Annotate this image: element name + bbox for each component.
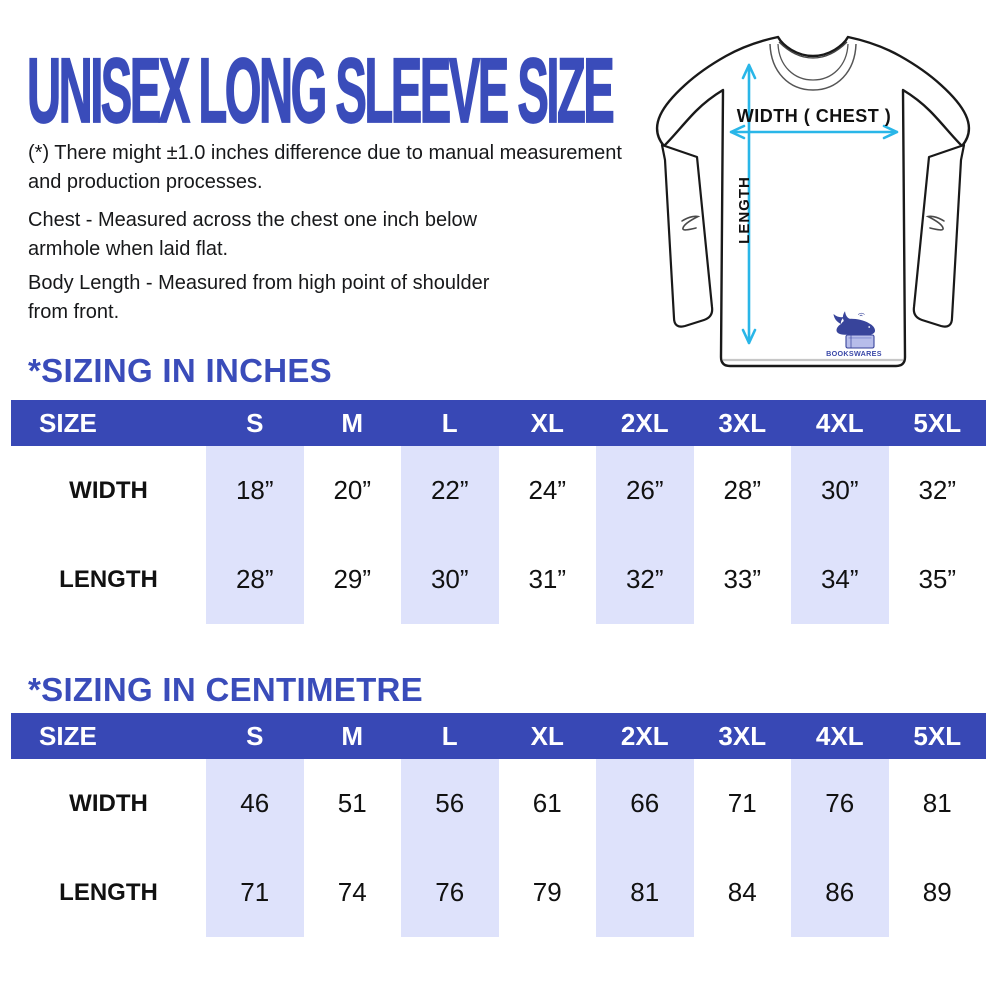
- svg-text:LENGTH: LENGTH: [736, 176, 753, 244]
- svg-text:BOOKSWARES: BOOKSWARES: [826, 349, 882, 358]
- svg-text:WIDTH ( CHEST ): WIDTH ( CHEST ): [737, 106, 891, 126]
